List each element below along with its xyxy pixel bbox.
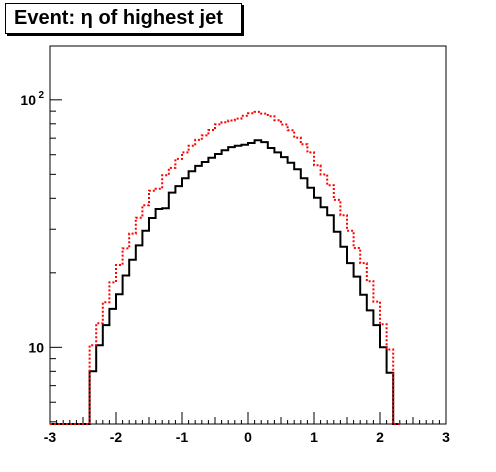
x-tick-label: -1: [176, 429, 189, 445]
chart-title: Event: η of highest jet: [5, 3, 242, 34]
y-tick-exponent: 2: [38, 90, 44, 101]
histogram-series-dotted: [50, 110, 400, 425]
x-tick-label: -2: [110, 429, 123, 445]
y-tick-label: 10: [28, 339, 44, 355]
histogram-series-solid: [50, 139, 400, 425]
y-tick-label: 10: [20, 92, 36, 108]
x-tick-label: -3: [44, 429, 57, 445]
x-tick-label: 0: [244, 429, 252, 445]
x-tick-label: 1: [310, 429, 318, 445]
x-tick-label: 3: [442, 429, 450, 445]
x-tick-label: 2: [376, 429, 384, 445]
